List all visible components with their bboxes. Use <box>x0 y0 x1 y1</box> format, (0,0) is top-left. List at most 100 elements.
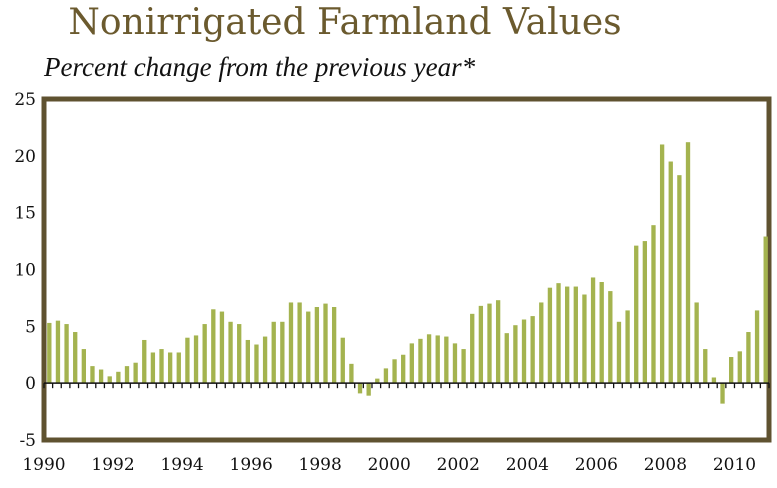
bar <box>202 324 207 384</box>
bar <box>642 241 648 384</box>
y-tick-label: 15 <box>14 204 36 224</box>
bar <box>90 366 95 384</box>
y-tick-label: 20 <box>14 147 36 167</box>
bar <box>116 371 121 384</box>
bar <box>73 332 78 384</box>
chart-title: Nonirrigated Farmland Values <box>68 2 622 43</box>
bar <box>470 313 475 384</box>
bar <box>737 351 742 384</box>
bar <box>237 324 242 384</box>
bar <box>729 357 734 384</box>
bar <box>98 369 104 384</box>
bar <box>573 286 578 384</box>
bar <box>625 310 630 384</box>
x-tick-label: 2006 <box>575 455 618 475</box>
x-tick-label: 1990 <box>22 455 65 475</box>
bar <box>383 368 389 384</box>
bar <box>487 303 492 384</box>
x-tick-label: 2010 <box>713 455 756 475</box>
bar <box>426 334 432 384</box>
bar <box>245 339 250 384</box>
bar <box>133 362 138 384</box>
bar <box>504 333 509 384</box>
bar <box>262 336 268 384</box>
x-tick-label: 1992 <box>91 455 134 475</box>
bar <box>461 349 466 384</box>
bar <box>409 343 414 384</box>
bar <box>64 324 69 384</box>
bar <box>634 245 639 384</box>
x-tick-label: 1994 <box>160 455 203 475</box>
bar <box>651 225 656 384</box>
bar <box>556 283 561 384</box>
bar <box>271 321 276 384</box>
bar <box>599 282 604 384</box>
y-tick-label: 5 <box>25 317 36 337</box>
bar <box>323 303 328 384</box>
bar <box>582 294 587 384</box>
chart-subtitle: Percent change from the previous year* <box>44 52 476 82</box>
bar <box>616 321 622 384</box>
bar <box>357 383 363 394</box>
bar <box>521 319 527 384</box>
bar <box>254 344 259 384</box>
x-tick-label: 1996 <box>230 455 273 475</box>
y-tick-label: 0 <box>25 374 36 394</box>
bar <box>668 161 673 384</box>
bar <box>219 311 225 384</box>
y-tick-label: 10 <box>14 261 36 281</box>
bar <box>55 320 61 384</box>
bar <box>746 332 751 384</box>
bar <box>659 144 665 384</box>
bar <box>167 352 173 384</box>
bar <box>280 321 285 384</box>
bar <box>176 352 181 384</box>
bar <box>444 336 449 384</box>
bar <box>314 307 320 384</box>
bar <box>435 335 440 384</box>
bar <box>185 337 190 384</box>
bar <box>685 142 691 384</box>
bar <box>107 376 112 384</box>
bar <box>124 366 130 384</box>
x-tick-label: 2002 <box>437 455 480 475</box>
bar <box>720 383 725 404</box>
bar <box>513 325 518 384</box>
bar <box>366 383 371 396</box>
bar <box>539 302 544 384</box>
bar <box>81 349 86 384</box>
x-tick-label: 2004 <box>506 455 549 475</box>
bar <box>228 321 233 384</box>
y-tick-label: 25 <box>14 90 36 110</box>
bar <box>495 300 501 384</box>
plot-frame <box>41 96 772 443</box>
bar <box>547 287 553 384</box>
bar <box>211 309 216 384</box>
bar <box>150 352 156 384</box>
bar <box>590 277 596 384</box>
bar <box>763 236 768 384</box>
bar <box>478 305 484 384</box>
bar <box>608 291 613 384</box>
x-tick-label: 2008 <box>644 455 687 475</box>
bar <box>340 337 345 384</box>
bar <box>288 302 294 384</box>
bar <box>418 338 423 384</box>
bar <box>711 377 717 384</box>
y-tick-label: -5 <box>19 431 36 451</box>
bar <box>297 302 302 384</box>
bar <box>193 335 199 384</box>
bar <box>142 339 147 384</box>
bar <box>392 359 397 384</box>
x-tick-label: 2000 <box>368 455 411 475</box>
x-tick-label: 1998 <box>299 455 342 475</box>
bar <box>703 349 708 384</box>
bar <box>47 322 52 384</box>
bar <box>565 286 570 384</box>
bar <box>375 378 380 384</box>
bar <box>694 302 699 384</box>
bar <box>306 311 311 384</box>
bar <box>452 343 458 384</box>
bar <box>401 354 406 384</box>
